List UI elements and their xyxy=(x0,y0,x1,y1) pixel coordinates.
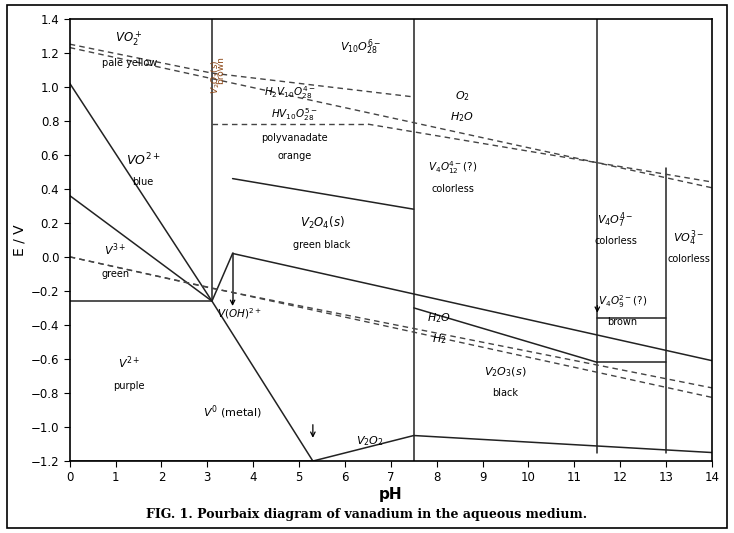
Text: orange: orange xyxy=(277,151,312,161)
Text: $V_4O_7^{4-}$: $V_4O_7^{4-}$ xyxy=(597,211,634,230)
Text: $VO^{2+}$: $VO^{2+}$ xyxy=(126,151,161,168)
Text: colorless: colorless xyxy=(595,236,637,246)
Text: brown: brown xyxy=(217,56,225,84)
Text: blue: blue xyxy=(133,177,153,187)
FancyBboxPatch shape xyxy=(7,5,727,528)
Text: $O_2$: $O_2$ xyxy=(454,89,470,103)
Text: $VO_2^+$: $VO_2^+$ xyxy=(115,30,143,49)
Text: $V(OH)^{2+}$: $V(OH)^{2+}$ xyxy=(217,306,262,321)
Text: black: black xyxy=(493,388,518,398)
Text: colorless: colorless xyxy=(432,184,474,194)
Text: green: green xyxy=(101,269,130,279)
Text: $H_2O$: $H_2O$ xyxy=(450,110,474,124)
Text: $V_2O_3(s)$: $V_2O_3(s)$ xyxy=(209,59,222,94)
Text: $V^{3+}$: $V^{3+}$ xyxy=(104,242,127,259)
Text: FIG. 1. Pourbaix diagram of vanadium in the aqueous medium.: FIG. 1. Pourbaix diagram of vanadium in … xyxy=(147,508,587,521)
Text: $V_2O_3(s)$: $V_2O_3(s)$ xyxy=(484,366,527,379)
Text: green black: green black xyxy=(294,240,351,250)
X-axis label: pH: pH xyxy=(379,487,403,502)
Text: $V_4O_9^{2-}(?)$: $V_4O_9^{2-}(?)$ xyxy=(597,294,647,310)
Y-axis label: E / V: E / V xyxy=(12,224,26,256)
Text: $V^0$ (metal): $V^0$ (metal) xyxy=(203,403,262,421)
Text: $H_2O$: $H_2O$ xyxy=(427,311,451,325)
Text: brown: brown xyxy=(608,317,638,327)
Text: $HV_{10}O_{28}^{5-}$: $HV_{10}O_{28}^{5-}$ xyxy=(271,107,318,123)
Text: purple: purple xyxy=(114,381,145,391)
Text: pale yellow: pale yellow xyxy=(102,58,157,68)
Text: $H_2V_{10}O_{28}^{4-}$: $H_2V_{10}O_{28}^{4-}$ xyxy=(264,84,316,101)
Text: colorless: colorless xyxy=(668,254,711,263)
Text: $V_2O_2$: $V_2O_2$ xyxy=(356,434,384,448)
Text: $V_{10}O_{28}^{6-}$: $V_{10}O_{28}^{6-}$ xyxy=(341,37,382,56)
Text: polyvanadate: polyvanadate xyxy=(261,133,328,143)
Text: $VO_4^{3-}$: $VO_4^{3-}$ xyxy=(673,228,705,248)
Text: $V_2O_4(s)$: $V_2O_4(s)$ xyxy=(299,215,344,231)
Text: $V_4O_{12}^{4-}(?)$: $V_4O_{12}^{4-}(?)$ xyxy=(428,159,478,176)
Text: $H_2$: $H_2$ xyxy=(432,333,446,346)
Text: $V^{2+}$: $V^{2+}$ xyxy=(118,354,141,370)
